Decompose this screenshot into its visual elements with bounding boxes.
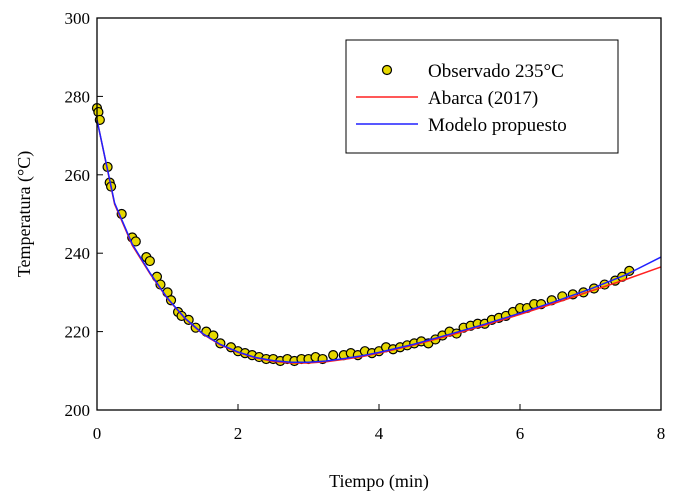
data-point	[144, 255, 155, 267]
lines-layer	[96, 119, 662, 364]
legend-label-observado: Observado 235°C	[428, 61, 564, 82]
y-tick-label: 240	[65, 244, 91, 263]
x-tick-label: 4	[375, 424, 384, 443]
series-line-abarca-2017	[96, 119, 662, 364]
x-tick-label: 2	[234, 424, 243, 443]
x-tick-label: 0	[93, 424, 102, 443]
series-line-modelo-propuesto	[96, 119, 662, 363]
x-axis-title: Tiempo (min)	[329, 471, 429, 492]
y-tick-label: 200	[65, 401, 91, 420]
legend-label-abarca: Abarca (2017)	[428, 88, 538, 109]
data-point	[165, 295, 177, 306]
y-axis: 200 220 240 260 280 300	[65, 9, 103, 420]
y-tick-label: 280	[65, 87, 91, 106]
x-tick-label: 6	[516, 424, 525, 443]
y-tick-label: 220	[65, 323, 91, 342]
legend-box	[345, 39, 619, 154]
data-point	[183, 314, 194, 325]
x-tick-label: 8	[657, 424, 666, 443]
y-tick-label: 300	[65, 9, 91, 28]
x-axis: 0 2 4 6 8	[93, 404, 666, 443]
y-axis-title: Temperatura (°C)	[14, 151, 35, 277]
data-point	[328, 350, 339, 361]
legend-marker-observado	[381, 64, 393, 76]
y-tick-label: 260	[65, 166, 91, 185]
legend-label-modelo: Modelo propuesto	[428, 115, 567, 136]
legend: Observado 235°C Abarca (2017) Modelo pro…	[345, 39, 619, 154]
